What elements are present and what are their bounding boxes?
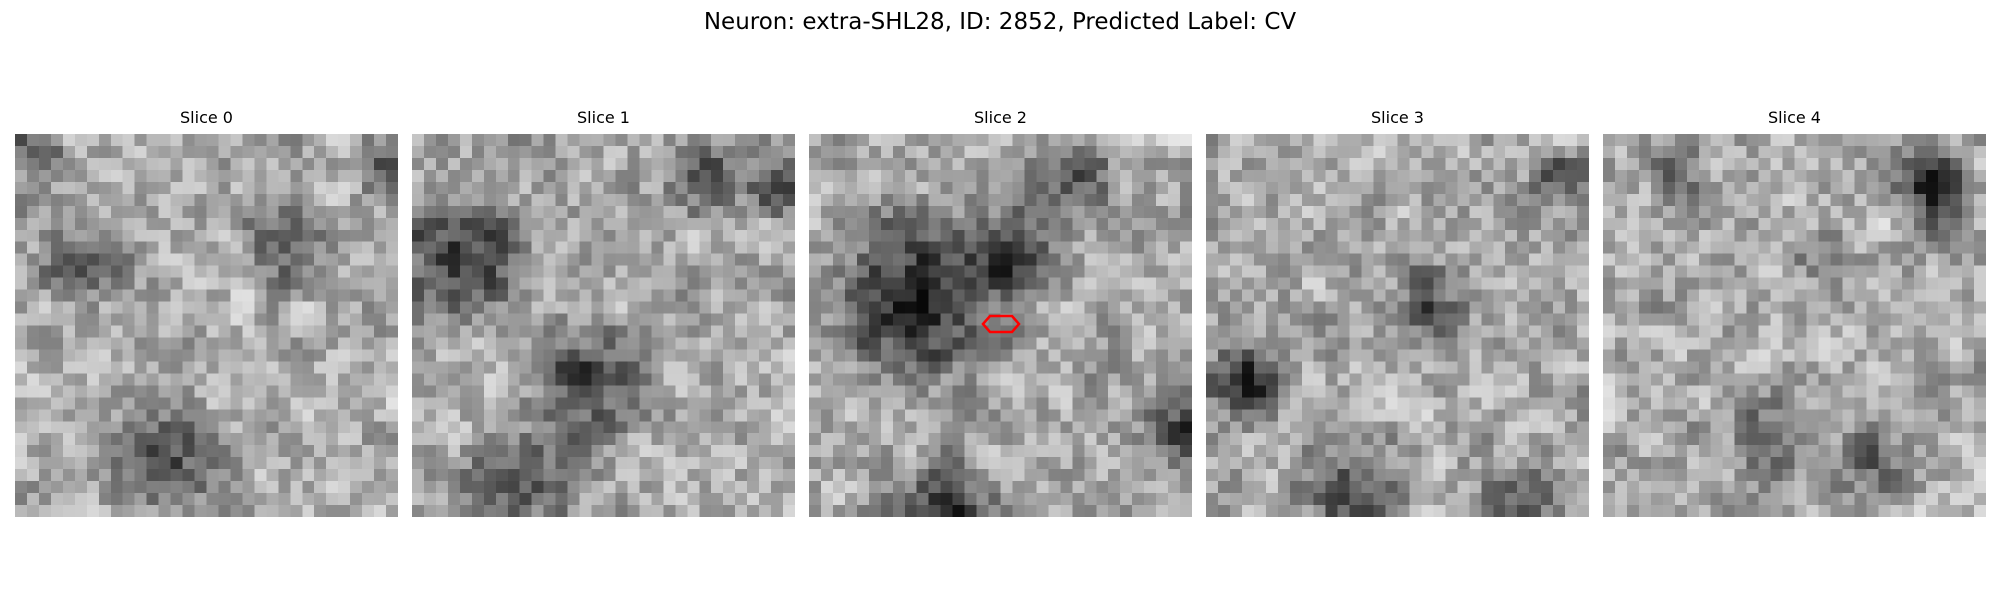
figure-title: Neuron: extra-SHL28, ID: 2852, Predicted…: [703, 9, 1297, 35]
slice-panel-1: Slice 1: [412, 107, 795, 517]
slice-image: [412, 134, 795, 517]
slice-title: Slice 3: [1371, 108, 1424, 127]
slice-title: Slice 1: [577, 108, 630, 127]
slice-image: [15, 134, 398, 517]
slice-image: [1603, 134, 1986, 517]
slice-title: Slice 2: [974, 108, 1027, 127]
slice-panel-2: Slice 2: [809, 107, 1192, 517]
slice-image: [1206, 134, 1589, 517]
slice-title: Slice 0: [180, 108, 233, 127]
slice-panel-0: Slice 0: [15, 107, 398, 517]
slice-panel-4: Slice 4: [1603, 107, 1986, 517]
slice-title: Slice 4: [1768, 108, 1821, 127]
slice-panel-3: Slice 3: [1206, 107, 1589, 517]
slice-image: [809, 134, 1192, 517]
